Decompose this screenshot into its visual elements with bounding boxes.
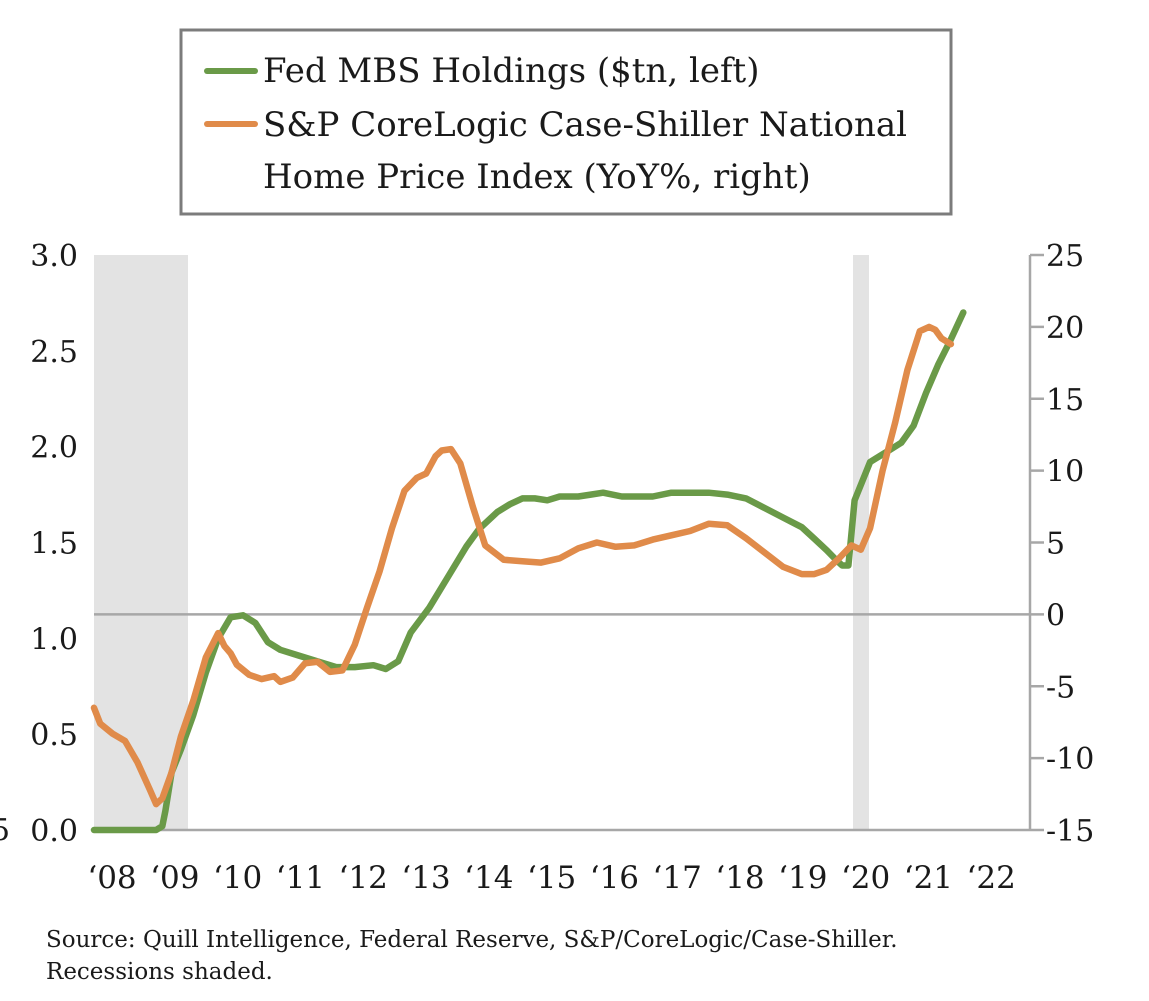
left-tick-label: 0.0 xyxy=(30,814,78,849)
source-note: Source: Quill Intelligence, Federal Rese… xyxy=(46,927,898,953)
legend-box xyxy=(179,28,953,216)
x-tick-label: ‘12 xyxy=(339,860,388,896)
right-tick-label: 20 xyxy=(1046,311,1084,346)
right-tick-label: 10 xyxy=(1046,455,1084,490)
legend-label-hpi-line1: S&P CoreLogic Case-Shiller National xyxy=(263,105,907,145)
x-tick-label: ‘17 xyxy=(653,860,702,896)
x-tick-label: ‘18 xyxy=(715,860,764,896)
left-axis: 0.0 0.5 1.0 1.5 2.0 2.5 3.0 xyxy=(30,239,1030,849)
right-tick-label: -5 xyxy=(1046,670,1075,705)
legend-label-mbs: Fed MBS Holdings ($tn, left) xyxy=(263,51,759,91)
x-tick-label: ‘10 xyxy=(213,860,262,896)
x-tick-label: ‘16 xyxy=(590,860,639,896)
legend-label-hpi-line2: Home Price Index (YoY%, right) xyxy=(263,157,811,197)
x-tick-label: ‘11 xyxy=(276,860,325,896)
left-tick-label: 1.5 xyxy=(30,527,78,562)
right-tick-label: -15 xyxy=(1046,814,1094,849)
left-tick-label: 0.5 xyxy=(30,718,78,753)
x-tick-label: ‘22 xyxy=(967,860,1016,896)
x-axis-ticks: ‘08 ‘09 ‘10 ‘11 ‘12 ‘13 ‘14 ‘15 ‘16 ‘17 ‘18 ‘19 ‘20 ‘… xyxy=(87,860,1016,896)
series-line-hpi xyxy=(90,323,955,808)
left-tick-label: 1.0 xyxy=(30,622,78,657)
left-tick-label: 2.0 xyxy=(30,431,78,466)
series-line-mbs xyxy=(90,309,967,834)
x-tick-label: ‘15 xyxy=(527,860,576,896)
left-tick-label: 3.0 xyxy=(30,239,78,274)
right-axis: -15 -10 -5 0 5 10 15 20 25 xyxy=(1028,239,1094,849)
right-tick-label: -10 xyxy=(1046,742,1094,777)
x-tick-label: ‘19 xyxy=(778,860,827,896)
left-tick-label: 2.5 xyxy=(30,335,78,370)
recession-note: Recessions shaded. xyxy=(46,959,273,985)
right-tick-label: 0 xyxy=(1046,598,1065,633)
x-tick-label: ‘13 xyxy=(401,860,450,896)
right-tick-label: 15 xyxy=(1046,383,1084,418)
x-tick-label: ‘09 xyxy=(150,860,199,896)
right-tick-label: 25 xyxy=(1046,239,1084,274)
x-tick-label: ‘21 xyxy=(904,860,953,896)
x-tick-label: ‘20 xyxy=(841,860,890,896)
x-tick-label: ‘08 xyxy=(87,860,136,896)
legend: Fed MBS Holdings ($tn, left) S&P CoreLog… xyxy=(179,28,953,216)
right-tick-label: 5 xyxy=(1046,527,1065,562)
series-lines xyxy=(90,309,967,834)
x-tick-label: ‘14 xyxy=(464,860,513,896)
recession-band xyxy=(94,255,188,830)
left-partial-tick-label: 5 xyxy=(0,813,10,848)
